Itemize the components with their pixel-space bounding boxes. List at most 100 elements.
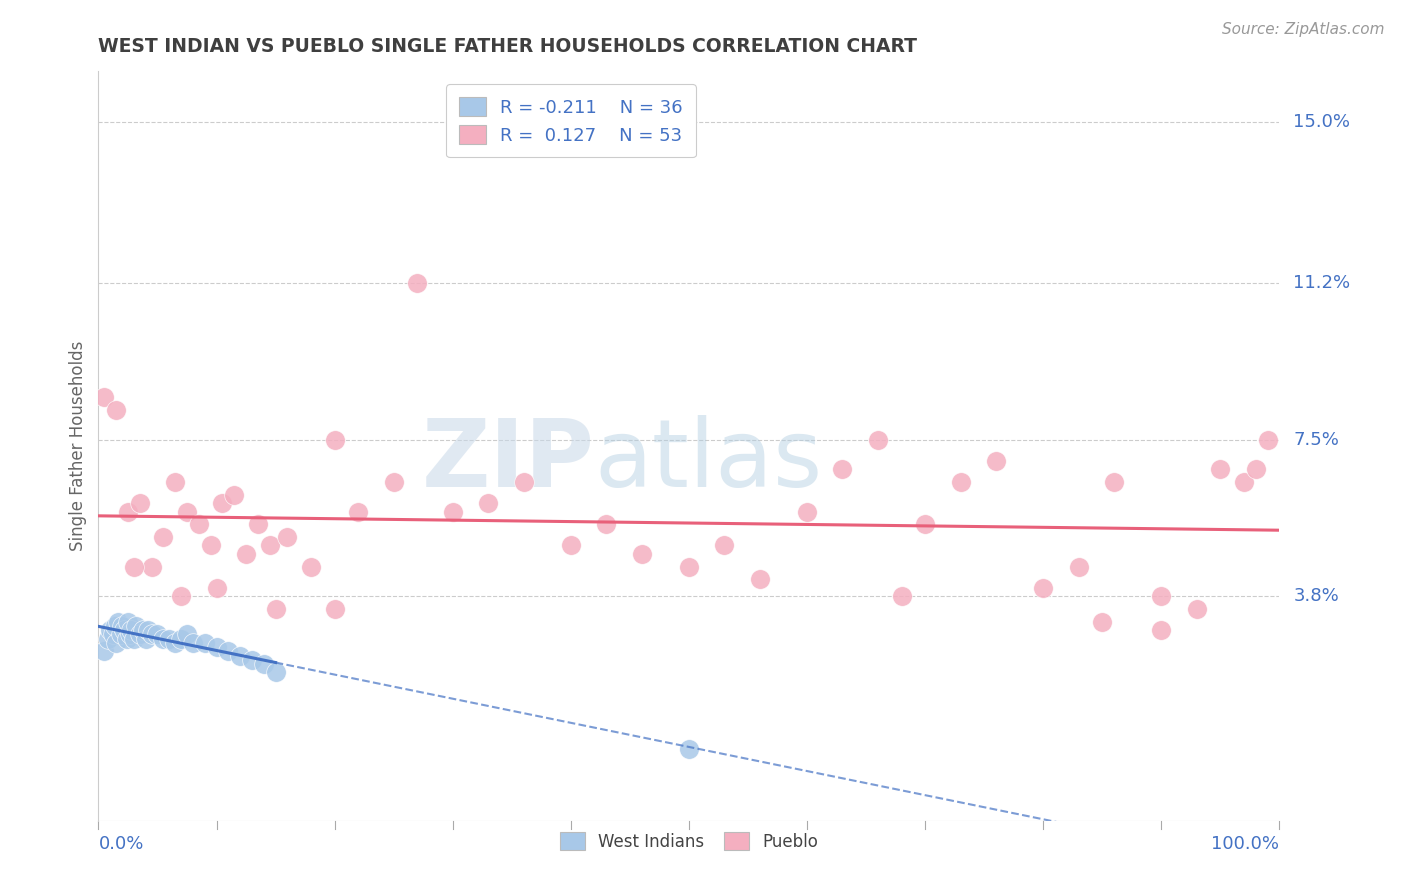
Point <box>713 539 735 553</box>
Point <box>128 627 150 641</box>
Point <box>949 475 972 489</box>
Point <box>112 623 135 637</box>
Text: atlas: atlas <box>595 415 823 507</box>
Text: 100.0%: 100.0% <box>1212 836 1279 854</box>
Point <box>194 636 217 650</box>
Point <box>217 644 239 658</box>
Point <box>235 547 257 561</box>
Point <box>146 627 169 641</box>
Point <box>512 475 534 489</box>
Point <box>117 615 139 629</box>
Point <box>246 517 269 532</box>
Point <box>890 589 912 603</box>
Point <box>560 539 582 553</box>
Point <box>115 632 138 646</box>
Point <box>165 475 187 489</box>
Point <box>224 488 246 502</box>
Point <box>176 627 198 641</box>
Point <box>165 636 187 650</box>
Point <box>323 433 346 447</box>
Point <box>181 636 204 650</box>
Point <box>1067 559 1090 574</box>
Point <box>176 505 198 519</box>
Point <box>105 636 128 650</box>
Point <box>630 547 652 561</box>
Point <box>205 581 228 595</box>
Point <box>132 623 155 637</box>
Point <box>264 665 287 680</box>
Point <box>152 632 174 646</box>
Point <box>1150 623 1173 637</box>
Point <box>264 602 287 616</box>
Point <box>1257 433 1279 447</box>
Point <box>984 454 1007 468</box>
Text: Source: ZipAtlas.com: Source: ZipAtlas.com <box>1222 22 1385 37</box>
Point <box>98 623 121 637</box>
Point <box>1244 462 1267 476</box>
Point <box>229 648 252 663</box>
Point <box>1032 581 1054 595</box>
Point <box>796 505 818 519</box>
Text: 15.0%: 15.0% <box>1294 113 1350 131</box>
Point <box>1150 589 1173 603</box>
Point <box>1185 602 1208 616</box>
Point <box>200 539 222 553</box>
Point <box>135 632 157 646</box>
Text: ZIP: ZIP <box>422 415 595 507</box>
Point <box>141 559 163 574</box>
Point <box>1102 475 1125 489</box>
Point <box>406 276 429 290</box>
Point <box>211 496 233 510</box>
Point <box>1233 475 1256 489</box>
Point <box>678 559 700 574</box>
Point <box>240 653 263 667</box>
Text: 0.0%: 0.0% <box>98 836 143 854</box>
Point <box>477 496 499 510</box>
Point <box>259 539 281 553</box>
Point <box>93 644 115 658</box>
Point <box>97 632 120 646</box>
Point <box>831 462 853 476</box>
Point <box>117 505 139 519</box>
Point <box>170 589 193 603</box>
Point <box>141 627 163 641</box>
Point <box>276 530 298 544</box>
Point <box>128 496 150 510</box>
Text: 3.8%: 3.8% <box>1294 587 1339 606</box>
Point <box>170 632 193 646</box>
Point <box>93 390 115 404</box>
Point <box>1091 615 1114 629</box>
Point <box>595 517 617 532</box>
Point <box>748 572 770 586</box>
Text: 11.2%: 11.2% <box>1294 274 1351 292</box>
Point <box>107 615 129 629</box>
Point <box>104 619 127 633</box>
Point <box>253 657 276 671</box>
Point <box>122 632 145 646</box>
Point <box>299 559 322 574</box>
Point <box>678 741 700 756</box>
Point <box>157 632 180 646</box>
Text: WEST INDIAN VS PUEBLO SINGLE FATHER HOUSEHOLDS CORRELATION CHART: WEST INDIAN VS PUEBLO SINGLE FATHER HOUS… <box>98 37 918 56</box>
Point <box>152 530 174 544</box>
Point <box>382 475 405 489</box>
Point <box>120 627 142 641</box>
Point <box>105 403 128 417</box>
Point <box>866 433 889 447</box>
Point <box>187 517 209 532</box>
Y-axis label: Single Father Households: Single Father Households <box>69 341 87 551</box>
Text: 7.5%: 7.5% <box>1294 431 1340 449</box>
Point <box>101 627 124 641</box>
Point <box>323 602 346 616</box>
Point <box>1209 462 1232 476</box>
Point <box>121 623 143 637</box>
Point <box>347 505 370 519</box>
Point <box>205 640 228 654</box>
Point <box>110 627 132 641</box>
Point <box>111 619 134 633</box>
Point <box>914 517 936 532</box>
Point <box>136 623 159 637</box>
Point <box>125 619 148 633</box>
Legend: West Indians, Pueblo: West Indians, Pueblo <box>553 826 825 857</box>
Point <box>122 559 145 574</box>
